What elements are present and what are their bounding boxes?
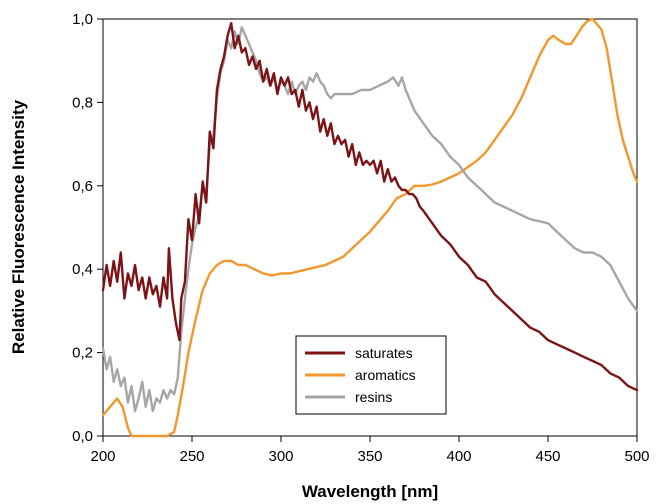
x-tick-label: 200 (90, 448, 115, 465)
y-tick-label: 0,2 (72, 345, 93, 362)
y-axis-ticks: 0,0 0,2 0,4 0,6 0,8 1,0 (72, 11, 103, 445)
x-axis-ticks: 200 250 300 350 400 450 500 (90, 436, 650, 465)
x-tick-label: 500 (624, 448, 649, 465)
legend-label-resins: resins (355, 389, 392, 405)
series-line-aromatics (101, 17, 639, 438)
x-axis-title: Wavelength [nm] (302, 482, 438, 501)
legend-label-saturates: saturates (355, 345, 413, 361)
y-tick-label: 1,0 (72, 11, 93, 28)
legend-label-aromatics: aromatics (355, 367, 416, 383)
x-tick-label: 350 (357, 448, 382, 465)
x-tick-label: 300 (268, 448, 293, 465)
y-axis-title: Relative Fluorescence Intensity (9, 99, 28, 354)
series-lines (101, 17, 639, 438)
y-tick-label: 0,0 (72, 428, 93, 445)
y-tick-label: 0,4 (72, 261, 93, 278)
x-tick-label: 400 (446, 448, 471, 465)
legend: saturates aromatics resins (295, 335, 447, 415)
y-tick-label: 0,8 (72, 94, 93, 111)
x-tick-label: 250 (179, 448, 204, 465)
y-tick-label: 0,6 (72, 178, 93, 195)
series-line-saturates (101, 22, 639, 392)
x-tick-label: 450 (535, 448, 560, 465)
